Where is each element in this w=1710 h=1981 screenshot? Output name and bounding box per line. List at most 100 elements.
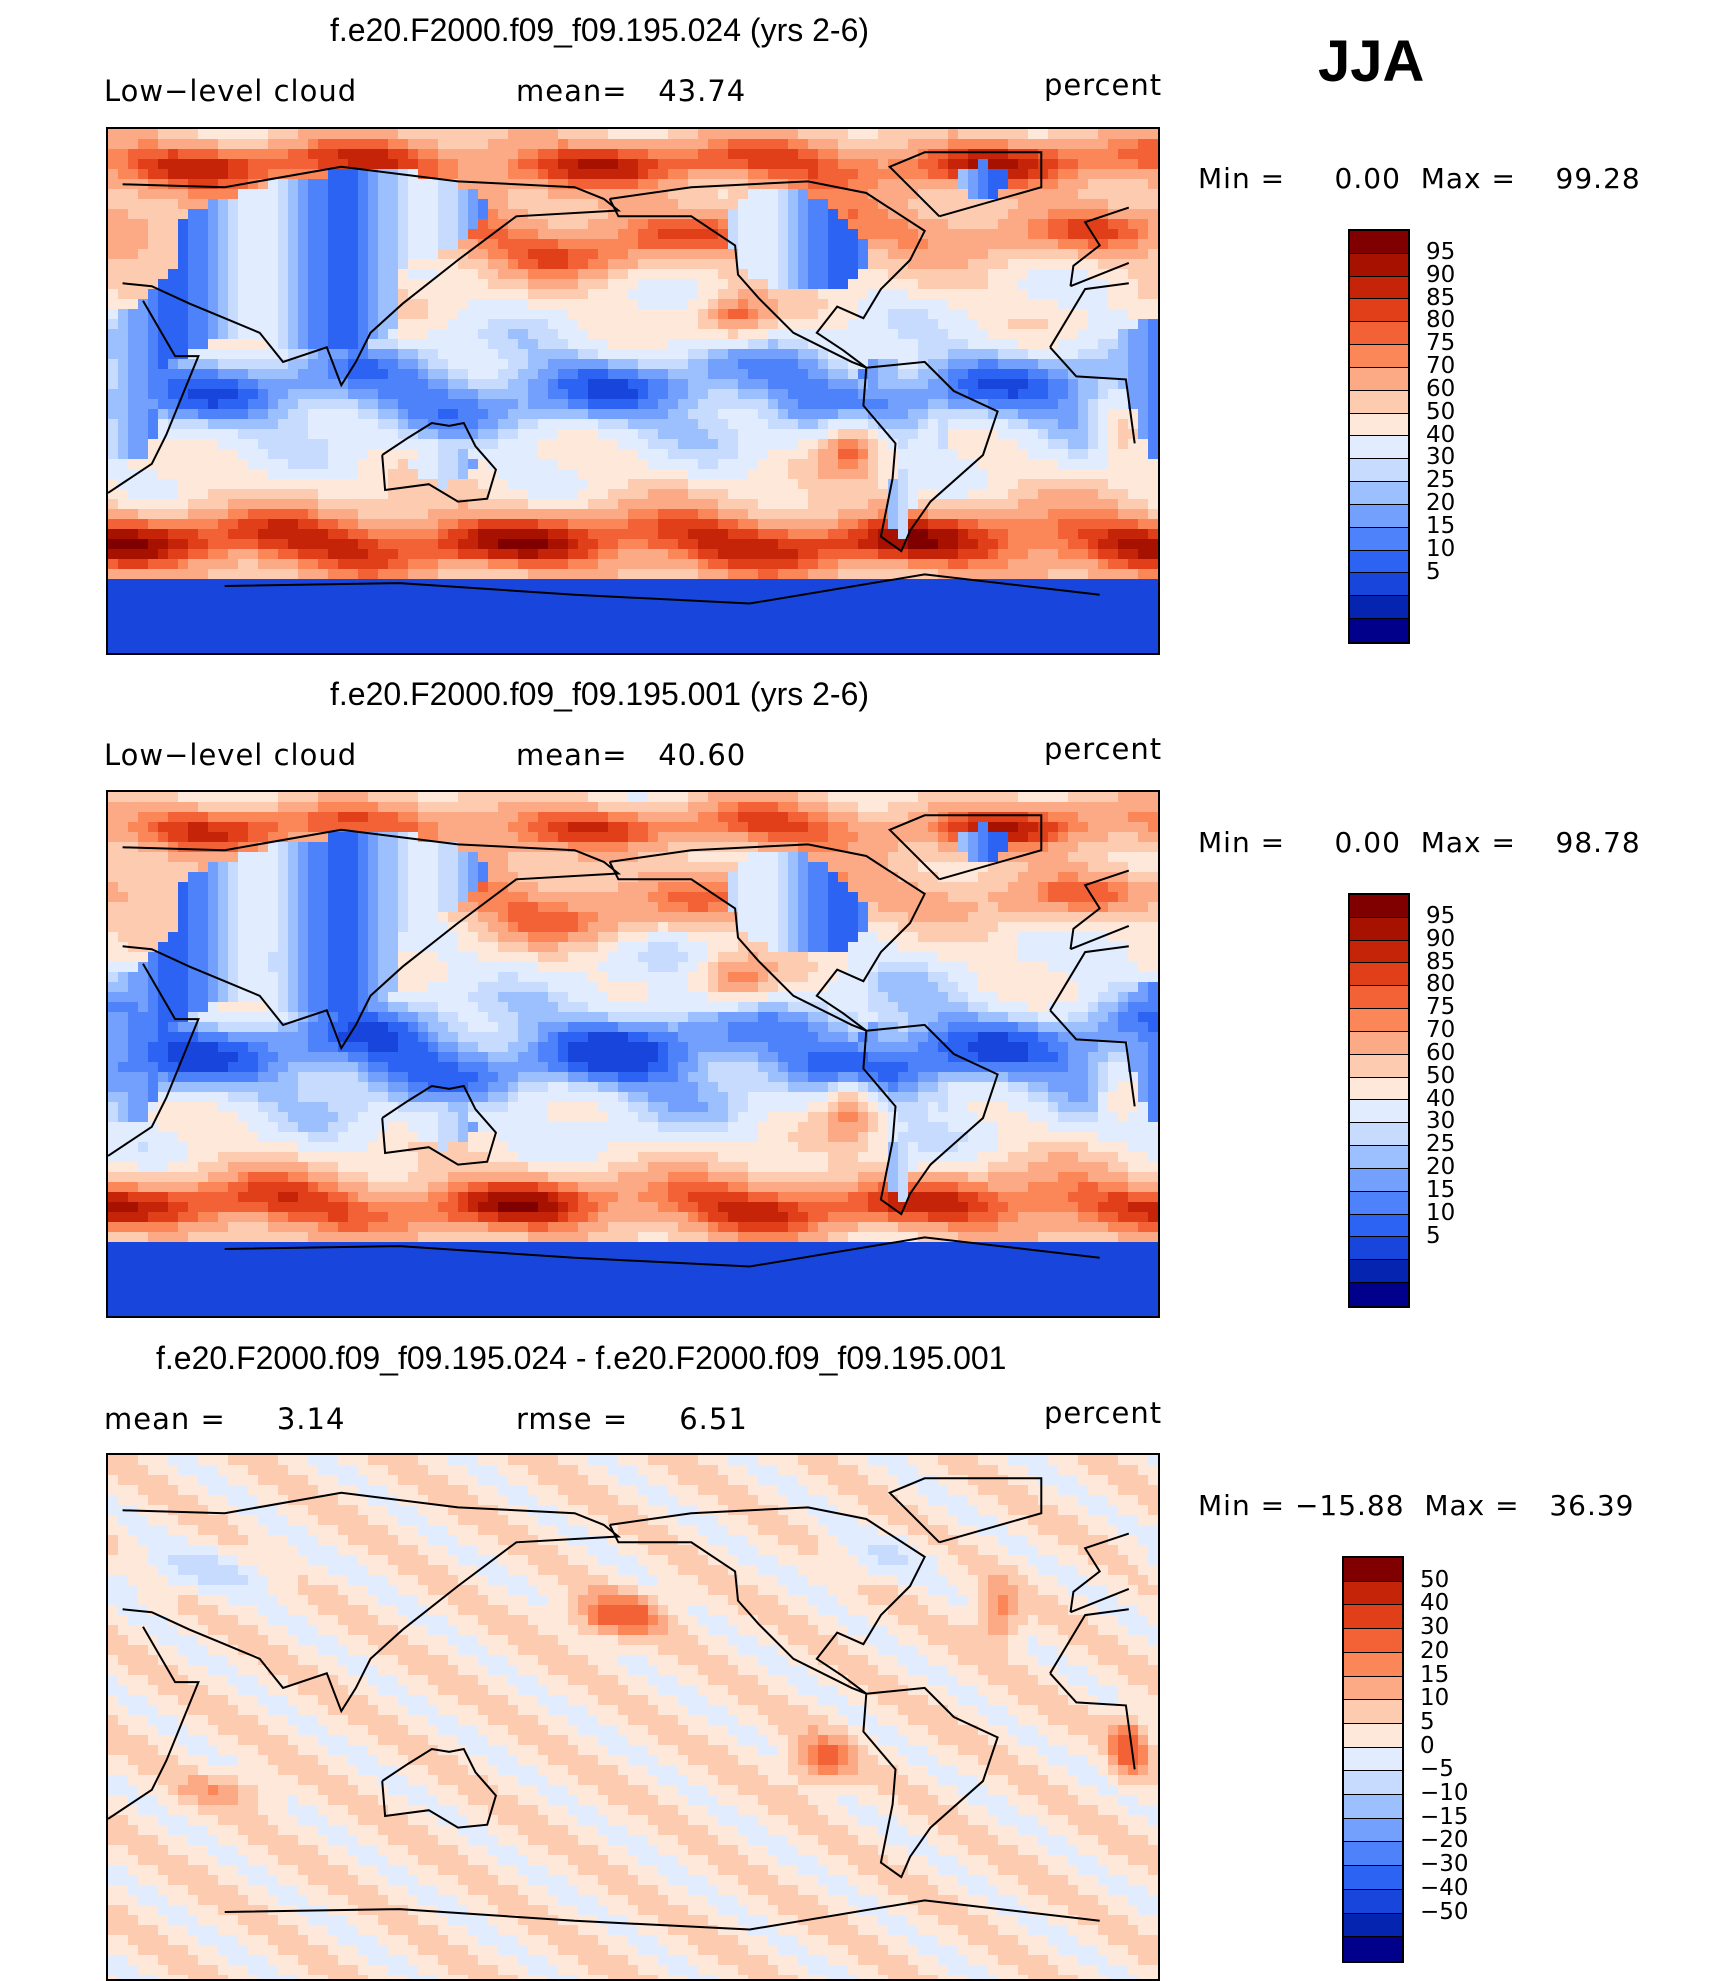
field-cell [518,259,529,270]
field-cell [118,199,129,210]
field-cell [658,299,669,310]
field-cell [838,499,849,510]
field-cell [1068,139,1079,150]
field-cell [448,399,459,410]
field-cell [1038,169,1049,180]
field-cell [728,169,739,180]
field-cell [578,339,589,350]
field-cell [848,319,859,330]
field-cell [778,239,789,250]
field-cell [798,539,809,550]
field-cell [668,449,679,460]
field-cell [898,429,909,440]
field-cell [488,189,499,200]
field-cell [1058,179,1069,190]
field-cell [1058,429,1069,440]
field-cell [908,229,919,240]
field-cell [908,379,919,390]
field-cell [388,139,399,150]
field-cell [1038,339,1049,350]
field-cell [1148,159,1158,170]
field-cell [548,569,559,580]
field-cell [1068,149,1079,160]
field-cell [418,499,429,510]
field-cell [378,129,389,140]
field-cell [628,419,639,430]
field-cell [1108,389,1119,400]
field-cell [598,409,609,420]
field-cell [528,259,539,270]
field-cell [398,139,409,150]
field-cell [1048,389,1059,400]
field-cell [868,249,879,260]
field-cell [358,529,369,540]
field-cell [1118,149,1129,160]
field-cell [1018,349,1029,360]
field-cell [408,239,419,250]
field-cell [628,199,639,210]
field-cell [648,399,659,410]
field-cell [258,549,269,560]
field-cell [758,319,769,330]
field-cell [948,379,959,390]
field-cell [318,389,329,400]
field-cell [998,399,1009,410]
field-cell [848,509,859,520]
field-cell [398,219,409,230]
field-cell [658,179,669,190]
field-cell [738,219,749,230]
field-cell [298,569,309,580]
field-cell [998,439,1009,450]
field-cell [538,319,549,330]
field-cell [1098,499,1109,510]
field-cell [1048,249,1059,260]
field-cell [768,579,779,590]
field-cell [1018,319,1029,330]
field-cell [918,389,929,400]
field-cell [688,479,699,490]
field-cell [588,379,599,390]
field-cell [418,409,429,420]
field-cell [1028,499,1039,510]
field-cell [1098,439,1109,450]
field-cell [378,359,389,370]
field-cell [1148,249,1158,260]
field-cell [338,219,349,230]
field-cell [588,469,599,480]
field-cell [188,449,199,460]
field-cell [1038,249,1049,260]
field-cell [948,409,959,420]
field-cell [1038,189,1049,200]
field-cell [328,259,339,270]
field-cell [1138,409,1149,420]
field-cell [1118,299,1129,310]
field-cell [988,139,999,150]
field-cell [908,299,919,310]
field-cell [778,209,789,220]
field-cell [648,139,659,150]
field-cell [718,499,729,510]
field-cell [348,189,359,200]
field-cell [528,229,539,240]
field-cell [1118,469,1129,480]
field-cell [1008,199,1019,210]
field-cell [968,389,979,400]
field-cell [728,449,739,460]
field-cell [1058,469,1069,480]
field-cell [648,539,659,550]
field-cell [648,469,659,480]
field-cell [628,179,639,190]
field-cell [138,159,149,170]
field-cell [668,299,679,310]
field-cell [658,559,669,570]
field-cell [1098,579,1109,590]
field-cell [738,509,749,520]
field-cell [468,259,479,270]
field-cell [398,389,409,400]
field-cell [988,339,999,350]
field-cell [188,199,199,210]
field-cell [408,139,419,150]
field-cell [638,579,649,590]
field-cell [358,369,369,380]
field-cell [298,509,309,520]
